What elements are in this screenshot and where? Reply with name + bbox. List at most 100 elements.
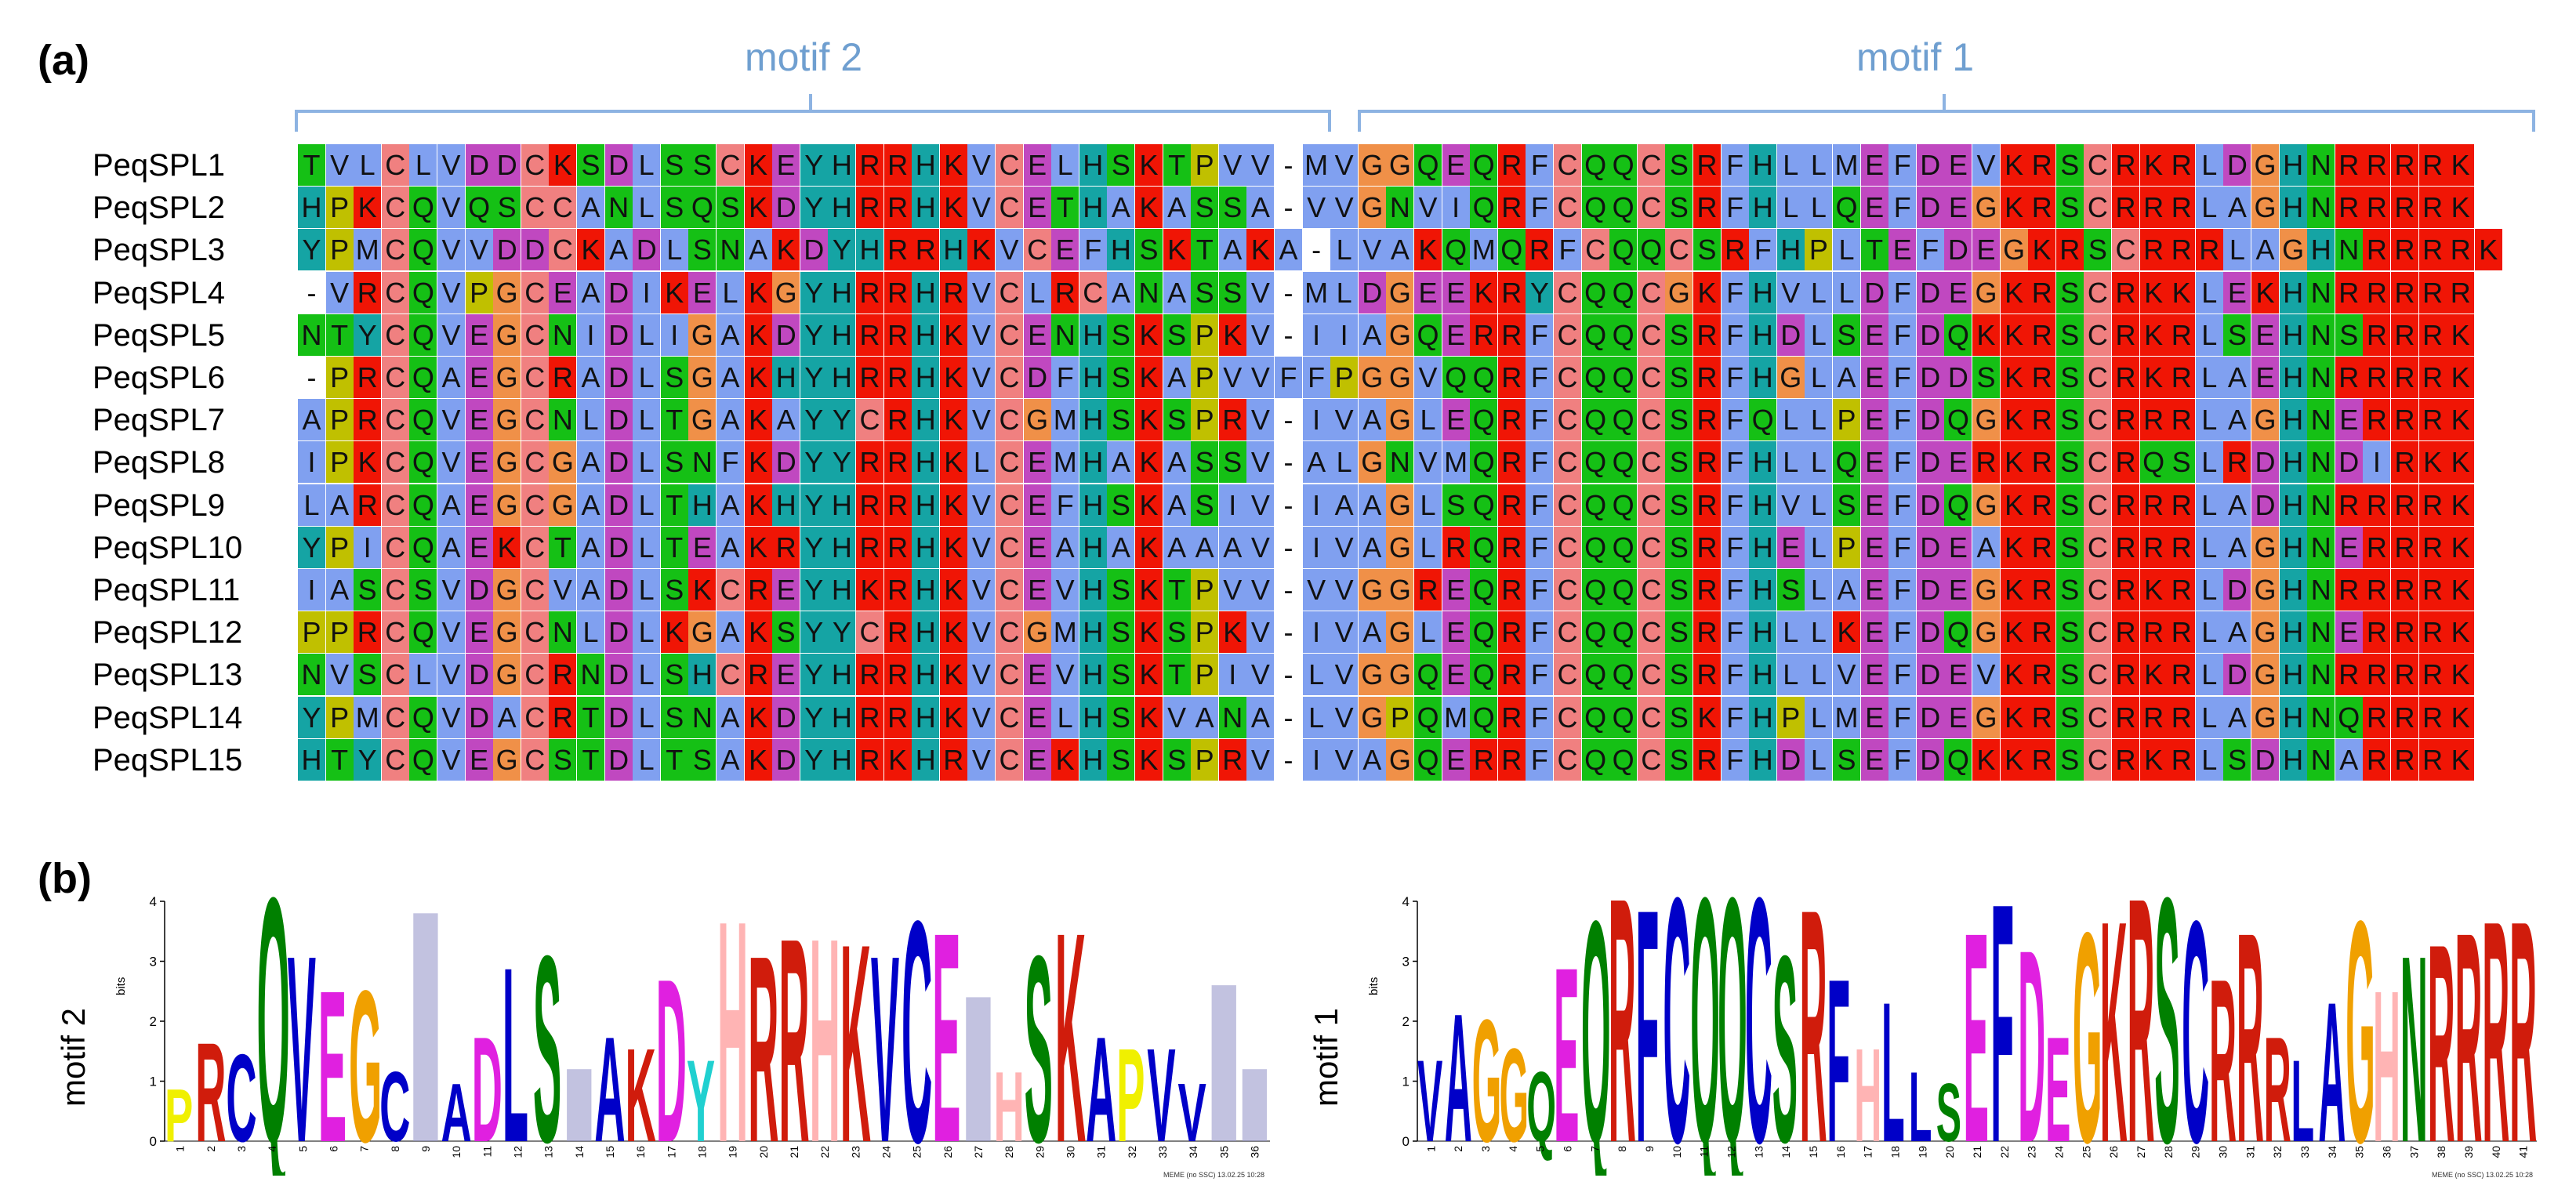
residue-cell: G bbox=[1386, 526, 1414, 568]
residue-cell: R bbox=[2391, 144, 2418, 186]
residue-cell: E bbox=[1944, 187, 1972, 229]
residue-cell: V bbox=[1330, 187, 1359, 229]
residue-cell: L bbox=[633, 611, 661, 654]
residue-cell: R bbox=[1693, 357, 1721, 398]
residue-cell: K bbox=[744, 357, 772, 398]
residue-cell: H bbox=[912, 399, 940, 441]
residue-cell: M bbox=[354, 696, 382, 738]
residue-cell: C bbox=[856, 399, 883, 441]
residue-cell: C bbox=[996, 654, 1023, 696]
residue-cell: R bbox=[2028, 526, 2056, 568]
logo-letter: R bbox=[2209, 931, 2237, 1176]
logo-motif-1-footnote: MEME (no SSC) 13.02.25 10:28 bbox=[2432, 1171, 2534, 1179]
residue-cell: A bbox=[1107, 441, 1135, 484]
residue-cell: D bbox=[1023, 357, 1051, 398]
logo-column: R27 bbox=[2128, 893, 2155, 1176]
residue-cell: K bbox=[772, 229, 800, 271]
residue-cell: E bbox=[1414, 271, 1442, 313]
residue-cell: K bbox=[2139, 357, 2168, 398]
residue-cell: K bbox=[1972, 738, 2000, 781]
logo-position-label: 13 bbox=[1752, 1146, 1765, 1158]
residue-cell: Q bbox=[409, 484, 437, 526]
residue-cell: S bbox=[1191, 187, 1219, 229]
residue-cell: G bbox=[1023, 611, 1051, 654]
residue-cell: E bbox=[1442, 313, 1470, 356]
residue-cell: A bbox=[1163, 357, 1191, 398]
residue-cell: K bbox=[939, 654, 967, 696]
residue-cell: N bbox=[298, 313, 325, 356]
residue-cell: G bbox=[2251, 144, 2279, 186]
residue-cell: I bbox=[1330, 313, 1359, 356]
residue-cell: A bbox=[577, 526, 604, 568]
residue-cell: S bbox=[1665, 313, 1693, 356]
residue-cell: K bbox=[744, 611, 772, 654]
residue-cell: T bbox=[577, 738, 604, 781]
residue-cell: S bbox=[717, 187, 744, 229]
logo-y-tick-label: 0 bbox=[1402, 1134, 1410, 1149]
residue-cell: S bbox=[1833, 484, 1860, 526]
residue-cell: S bbox=[1665, 357, 1693, 398]
residue-cell: A bbox=[325, 569, 354, 611]
residue-cell: C bbox=[1554, 569, 1581, 611]
logo-position-label: 32 bbox=[1126, 1146, 1138, 1158]
logo-position-label: 8 bbox=[1616, 1146, 1628, 1152]
residue-cell: R bbox=[2391, 441, 2418, 484]
logo-letter: Y bbox=[687, 1036, 715, 1166]
residue-cell: H bbox=[1079, 696, 1107, 738]
residue-cell: R bbox=[1693, 187, 1721, 229]
logo-letter: G bbox=[1499, 1022, 1529, 1170]
residue-cell: R bbox=[2391, 611, 2418, 654]
logo-column: Q7 bbox=[1581, 893, 1611, 1176]
residue-cell: E bbox=[465, 611, 493, 654]
residue-cell: C bbox=[381, 271, 409, 313]
residue-cell: C bbox=[1637, 313, 1665, 356]
residue-cell: P bbox=[1191, 569, 1219, 611]
residue-cell: R bbox=[2418, 399, 2447, 441]
residue-cell: E bbox=[1944, 144, 1972, 186]
residue-cell: P bbox=[325, 696, 354, 738]
residue-cell: F bbox=[1888, 357, 1917, 398]
residue-cell: A bbox=[1163, 441, 1191, 484]
residue-cell: K bbox=[744, 187, 772, 229]
residue-cell: V bbox=[967, 526, 996, 568]
residue-cell: M bbox=[1302, 271, 1330, 313]
residue-cell: V bbox=[437, 399, 465, 441]
residue-cell: V bbox=[549, 569, 577, 611]
residue-cell: D bbox=[465, 144, 493, 186]
residue-cell: Y bbox=[828, 229, 856, 271]
logo-column: R32 bbox=[2264, 1006, 2291, 1173]
residue-cell: K bbox=[2447, 357, 2475, 398]
residue-cell: Y bbox=[828, 611, 856, 654]
residue-cell: R bbox=[2168, 696, 2196, 738]
sequence-name: PeqSPL15 bbox=[93, 742, 243, 777]
logo-column: 35 bbox=[1211, 985, 1236, 1158]
residue-cell: K bbox=[744, 313, 772, 356]
residue-cell: R bbox=[1693, 654, 1721, 696]
residue-cell: R bbox=[2028, 484, 2056, 526]
residue-cell: C bbox=[2084, 484, 2112, 526]
residue-cell: G bbox=[2251, 399, 2279, 441]
residue-cell: P bbox=[1191, 738, 1219, 781]
residue-cell: R bbox=[354, 271, 382, 313]
residue-cell: C bbox=[1554, 399, 1581, 441]
residue-cell: G bbox=[1972, 569, 2000, 611]
residue-cell: G bbox=[493, 569, 521, 611]
residue-cell: G bbox=[1972, 484, 2000, 526]
residue-cell: H bbox=[2307, 229, 2335, 271]
residue-cell: R bbox=[2418, 696, 2447, 738]
residue-cell: R bbox=[856, 357, 883, 398]
residue-cell: N bbox=[1218, 696, 1246, 738]
residue-cell: - bbox=[1283, 701, 1293, 734]
residue-cell: S bbox=[688, 738, 717, 781]
residue-cell: H bbox=[2279, 144, 2307, 186]
residue-cell: C bbox=[996, 271, 1023, 313]
residue-cell: H bbox=[772, 357, 800, 398]
logo-letter: R bbox=[2428, 893, 2455, 1176]
residue-cell: D bbox=[1916, 611, 1944, 654]
logo-letter: C bbox=[902, 893, 932, 1176]
residue-cell: V bbox=[325, 271, 354, 313]
residue-cell: K bbox=[2474, 229, 2502, 271]
sequence-name: PeqSPL14 bbox=[93, 700, 243, 735]
logo-letter: L bbox=[1881, 960, 1905, 1176]
residue-cell: G bbox=[2000, 229, 2028, 271]
